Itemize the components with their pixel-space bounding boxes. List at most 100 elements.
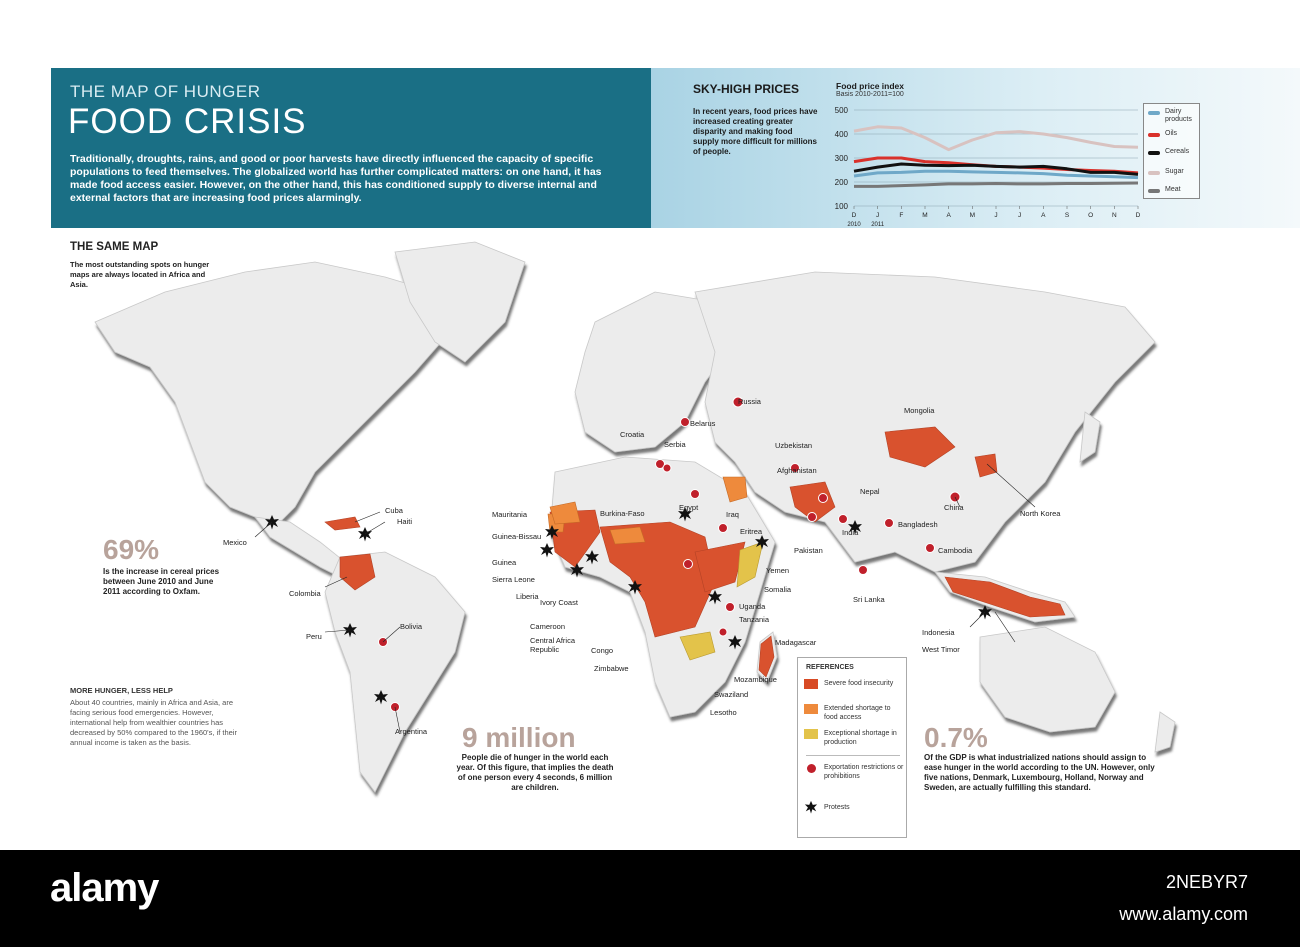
region-madagascar bbox=[758, 635, 775, 678]
label-uganda: Uganda bbox=[739, 602, 766, 611]
label-yemen: Yemen bbox=[766, 566, 790, 575]
region-zimbabwe bbox=[679, 631, 716, 661]
south-america-landmass bbox=[324, 551, 466, 793]
label-bolivia: Bolivia bbox=[400, 622, 423, 631]
legend-swatch bbox=[1148, 189, 1160, 193]
label-pakistan: Pakistan bbox=[794, 546, 823, 555]
same-map-text: The most outstanding spots on hunger map… bbox=[70, 260, 210, 289]
label-guinea: Guinea bbox=[492, 558, 517, 567]
y-tick-label: 500 bbox=[835, 106, 849, 115]
footer-bar bbox=[0, 850, 1300, 947]
label-sri-lanka: Sri Lanka bbox=[853, 595, 885, 604]
label-colombia: Colombia bbox=[289, 589, 321, 598]
ref-protests-label: Protests bbox=[824, 804, 850, 811]
food-price-chart: 100 200 300 400 500 D J F M A M J J A S O N D 2010 2011 bbox=[835, 106, 1141, 228]
x-tick-label: J bbox=[994, 212, 997, 219]
legend-label: Dairy products bbox=[1165, 108, 1192, 123]
world-map bbox=[94, 241, 1176, 793]
legend-swatch bbox=[1148, 133, 1160, 137]
prices-text: In recent years, food prices have increa… bbox=[693, 107, 818, 156]
label-belarus: Belarus bbox=[690, 419, 716, 428]
x-tick-label: J bbox=[876, 212, 879, 219]
label-ivory-coast: Ivory Coast bbox=[540, 598, 578, 607]
ref-extended-swatch bbox=[804, 704, 818, 714]
legend-swatch bbox=[1148, 151, 1160, 155]
label-liberia: Liberia bbox=[516, 592, 539, 601]
region-iraq bbox=[722, 476, 748, 503]
label-cuba: Cuba bbox=[385, 506, 403, 515]
label-mongolia: Mongolia bbox=[904, 406, 935, 415]
region-indonesia bbox=[944, 576, 1066, 618]
y-tick-label: 300 bbox=[835, 154, 849, 163]
legend-item: Oils bbox=[1148, 130, 1201, 138]
label-indonesia: Indonesia bbox=[922, 628, 955, 637]
alamy-logo: alamy bbox=[50, 866, 159, 910]
same-map-title: THE SAME MAP bbox=[70, 241, 159, 253]
x-tick-label: A bbox=[1041, 212, 1046, 219]
stat-0-7-value: 0.7% bbox=[924, 722, 988, 753]
label-west-timor: West Timor bbox=[922, 645, 960, 654]
greenland-landmass bbox=[394, 241, 526, 363]
label-argentina: Argentina bbox=[395, 727, 428, 736]
dot-egypt bbox=[690, 489, 700, 499]
protest-star-icon bbox=[804, 800, 818, 814]
label-cambodia: Cambodia bbox=[938, 546, 973, 555]
ref-extended: Extended shortage to food access bbox=[804, 704, 904, 722]
series-line-dairy-products bbox=[853, 169, 1139, 180]
x-tick-label: D bbox=[1136, 212, 1141, 219]
label-somalia: Somalia bbox=[764, 585, 792, 594]
label-afghanistan: Afghanistan bbox=[777, 466, 817, 475]
dot-russia bbox=[732, 396, 744, 408]
stat-69-value: 69% bbox=[103, 534, 160, 565]
legend-swatch bbox=[1148, 111, 1160, 115]
label-zimbabwe: Zimbabwe bbox=[594, 664, 629, 673]
alamy-url[interactable]: www.alamy.com bbox=[1119, 904, 1248, 924]
label-nepal: Nepal bbox=[860, 487, 880, 496]
dot-serbia bbox=[655, 459, 665, 469]
ref-divider bbox=[806, 755, 900, 756]
legend-label: Meat bbox=[1165, 186, 1181, 193]
dot-eritrea bbox=[718, 523, 728, 533]
legend-item: Dairy products bbox=[1148, 108, 1201, 124]
x-tick-label: N bbox=[1112, 212, 1117, 219]
label-serbia: Serbia bbox=[664, 440, 686, 449]
label-burkina-faso: Burkina-Faso bbox=[600, 509, 645, 518]
label-eritrea: Eritrea bbox=[740, 527, 763, 536]
ref-exceptional: Exceptional shortage in production bbox=[804, 729, 904, 747]
intro-text: Traditionally, droughts, rains, and good… bbox=[70, 153, 602, 204]
region-horn-africa bbox=[694, 541, 746, 593]
dot-belarus bbox=[680, 417, 690, 427]
chart-legend: Dairy products Oils Cereals Sugar Meat bbox=[1143, 103, 1200, 199]
legend-label: Sugar bbox=[1165, 168, 1184, 175]
label-cameroon: Cameroon bbox=[530, 622, 566, 631]
label-russia: Russia bbox=[738, 397, 761, 406]
ref-export-label: Exportation restrictions or prohibitions bbox=[824, 764, 904, 780]
label-china: China bbox=[944, 503, 964, 512]
australia-landmass bbox=[979, 626, 1116, 733]
page-title: FOOD CRISIS bbox=[68, 102, 307, 141]
dot-bangladesh bbox=[884, 518, 894, 528]
region-afghanistan-pakistan bbox=[789, 481, 836, 523]
label-swaziland: Swaziland bbox=[714, 690, 749, 699]
x-tick-label: S bbox=[1065, 212, 1070, 219]
series-line-cereals bbox=[853, 162, 1139, 176]
region-central-africa bbox=[599, 521, 716, 638]
x-tick-label: F bbox=[899, 212, 903, 219]
more-hunger-title: MORE HUNGER, LESS HELP bbox=[70, 686, 173, 695]
x-year-label: 2011 bbox=[871, 222, 885, 228]
dot-sri-lanka bbox=[858, 565, 868, 575]
dot-croatia bbox=[662, 463, 672, 473]
more-hunger-text: About 40 countries, mainly in Africa and… bbox=[70, 698, 237, 747]
chart-subtitle: Basis 2010-2011=100 bbox=[836, 91, 904, 98]
label-peru: Peru bbox=[306, 632, 322, 641]
region-burkina bbox=[609, 526, 646, 545]
x-tick-label: A bbox=[946, 212, 951, 219]
label-madagascar: Madagascar bbox=[775, 638, 817, 647]
label-mauritania: Mauritania bbox=[492, 510, 528, 519]
label-central-africa: Central Africa Republic bbox=[530, 636, 576, 654]
label-egypt: Egypt bbox=[679, 503, 699, 512]
region-mongolia bbox=[884, 426, 956, 468]
ref-export: Exportation restrictions or prohibitions bbox=[804, 763, 904, 781]
ref-severe: Severe food insecurity bbox=[804, 679, 904, 689]
y-tick-label: 400 bbox=[835, 130, 849, 139]
